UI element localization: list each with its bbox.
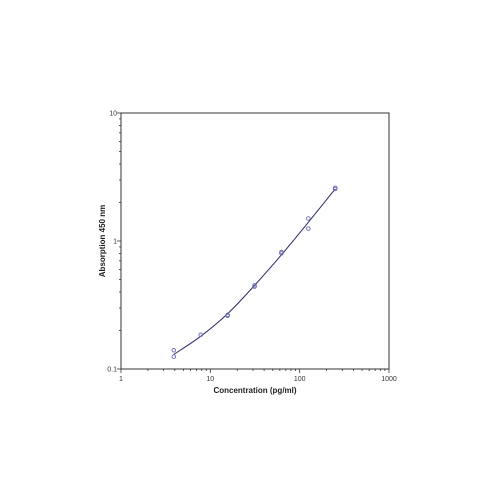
data-point [306,216,311,221]
y-tick-label: 10 [109,111,117,118]
fit-curve [173,188,336,355]
x-axis-title: Concentration (pg/ml) [213,386,296,395]
y-tick-label: 0.1 [107,367,117,374]
data-point [306,226,311,231]
data-point [171,354,177,359]
data-point [171,348,177,353]
data-point [279,251,284,256]
x-tick-label: 10 [206,376,214,383]
data-point [225,312,230,318]
data-point [279,249,284,255]
data-points [171,185,338,359]
x-tick-label: 1 [119,376,123,383]
x-tick-label: 1000 [381,376,397,383]
data-point [332,185,338,191]
data-point [252,283,257,288]
y-axis-title: Absorption 450 nm [98,205,107,277]
x-tick-label: 100 [294,376,306,383]
plot-frame [120,112,390,370]
x-axis-ticks [120,369,390,373]
y-tick-label: 1 [113,239,117,246]
y-axis-ticks [117,112,121,370]
data-point [198,332,203,338]
